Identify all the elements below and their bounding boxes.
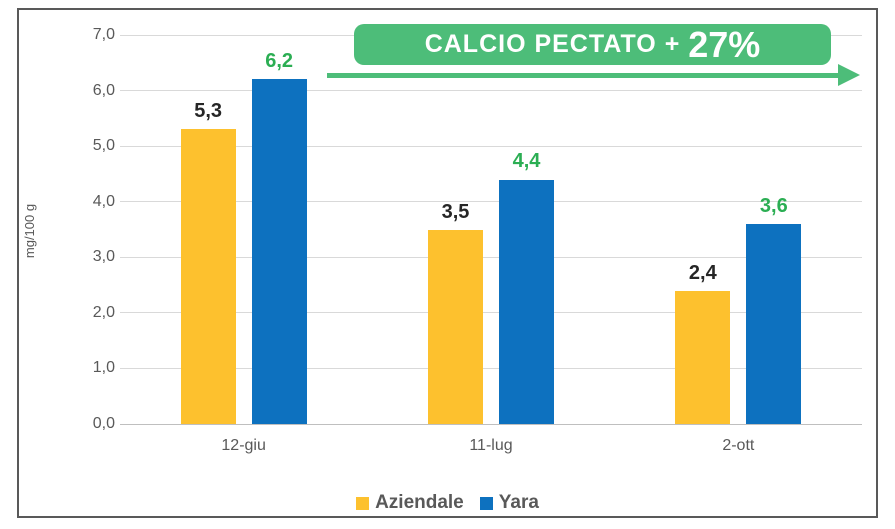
legend-item: Yara xyxy=(479,492,539,514)
legend-item: Aziendale xyxy=(356,492,464,514)
legend-swatch xyxy=(479,496,493,510)
legend-label: Aziendale xyxy=(375,492,464,513)
y-tick-label: 0,0 xyxy=(92,415,115,432)
x-category-label: 11-lug xyxy=(469,437,513,454)
bar-aziendale xyxy=(675,290,731,424)
x-category-label: 2-ott xyxy=(722,437,755,454)
bar-value-label: 2,4 xyxy=(688,261,717,284)
y-tick-label: 7,0 xyxy=(92,26,115,43)
annotation-banner-percent: 27% xyxy=(688,23,761,65)
y-axis-tick-labels: 0,0 1,0 2,0 3,0 4,0 5,0 6,0 7,0 xyxy=(41,26,115,432)
gridline xyxy=(120,423,862,425)
y-tick-label: 1,0 xyxy=(92,359,115,377)
bar-value-label: 5,3 xyxy=(194,100,223,123)
y-tick-label: 6,0 xyxy=(92,81,115,99)
bar-aziendale xyxy=(428,229,483,424)
bar-yara xyxy=(746,223,802,424)
bar-value-label: 4,4 xyxy=(512,150,541,173)
bar-yara xyxy=(251,79,307,424)
gridline xyxy=(120,145,862,147)
bar-yara xyxy=(499,179,554,424)
bar-value-label: 3,5 xyxy=(441,200,470,223)
chart-frame: mg/100 g 0,0 1,0 2,0 3,0 4,0 5,0 6,0 7,0 5,3 6,2… xyxy=(17,8,878,518)
plot-area: 5,3 6,2 3,5 4,4 2,4 3,6 xyxy=(120,34,862,425)
legend: Aziendale Yara xyxy=(19,492,876,514)
bar-value-label: 3,6 xyxy=(759,194,788,217)
x-category-label: 12-giu xyxy=(221,437,266,454)
annotation-arrow-shaft xyxy=(327,73,840,78)
y-tick-label: 3,0 xyxy=(92,248,115,266)
gridline xyxy=(120,90,862,92)
y-tick-label: 4,0 xyxy=(92,192,115,210)
y-tick-label: 5,0 xyxy=(92,137,115,155)
y-axis-title: mg/100 g xyxy=(22,203,37,259)
bar-value-label: 6,2 xyxy=(265,50,294,73)
gridline xyxy=(120,312,862,314)
annotation-banner: CALCIO PECTATO + 27% xyxy=(354,24,831,65)
bar-aziendale xyxy=(180,129,236,424)
annotation-banner-text: CALCIO PECTATO + xyxy=(424,30,689,58)
y-tick-label: 2,0 xyxy=(92,303,115,321)
gridline xyxy=(120,256,862,258)
gridline xyxy=(120,367,862,369)
gridline xyxy=(120,201,862,203)
annotation-arrow-head-icon xyxy=(838,64,860,86)
legend-swatch xyxy=(356,496,370,510)
legend-label: Yara xyxy=(498,492,539,513)
